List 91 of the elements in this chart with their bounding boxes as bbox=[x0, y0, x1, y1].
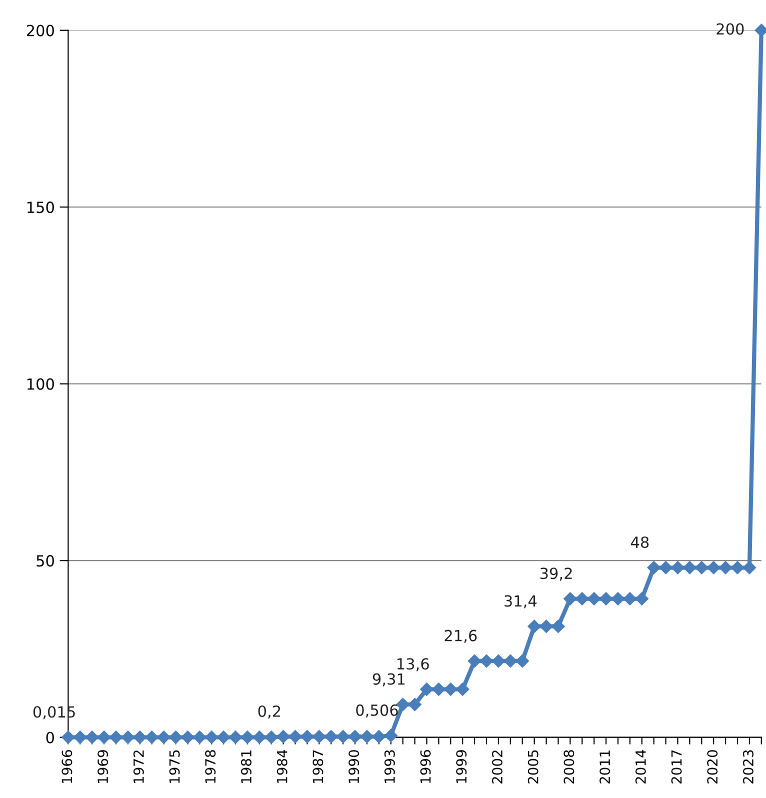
point bbox=[264, 730, 278, 744]
x-tick-label: 1996 bbox=[420, 750, 431, 783]
x-tick-label: 1999 bbox=[456, 750, 467, 783]
point bbox=[647, 561, 660, 574]
point bbox=[169, 730, 182, 744]
x-tick-label: 1990 bbox=[348, 750, 360, 783]
point bbox=[228, 730, 242, 744]
point bbox=[432, 682, 446, 696]
point bbox=[121, 730, 135, 744]
point bbox=[576, 592, 589, 606]
x-tick-label: 1975 bbox=[169, 750, 180, 783]
point bbox=[252, 730, 266, 744]
point bbox=[97, 730, 111, 744]
data-label: 39,2 bbox=[540, 568, 572, 581]
point bbox=[85, 730, 99, 744]
point bbox=[372, 730, 386, 744]
point bbox=[193, 730, 206, 744]
point bbox=[528, 620, 541, 633]
point bbox=[468, 654, 482, 668]
data-label: 0,506 bbox=[356, 704, 398, 718]
x-tick-label: 2020 bbox=[707, 750, 718, 784]
point bbox=[718, 561, 732, 574]
point bbox=[240, 730, 254, 744]
point bbox=[480, 654, 494, 668]
point bbox=[324, 730, 338, 744]
point bbox=[552, 620, 565, 633]
x-tick-label: 1987 bbox=[312, 750, 324, 783]
point bbox=[384, 728, 398, 742]
point bbox=[133, 730, 146, 744]
point bbox=[276, 730, 290, 744]
x-tick-label: 1984 bbox=[276, 750, 288, 783]
x-tick-label: 2014 bbox=[635, 750, 646, 784]
point bbox=[300, 730, 314, 744]
y-tick-label: 0 bbox=[46, 732, 54, 744]
point bbox=[671, 561, 684, 574]
point bbox=[492, 654, 506, 668]
data-label: 13,6 bbox=[398, 658, 429, 672]
point bbox=[623, 592, 637, 606]
x-tick-label: 1978 bbox=[205, 750, 216, 783]
point bbox=[635, 592, 648, 606]
point bbox=[456, 682, 470, 696]
point bbox=[730, 561, 744, 574]
x-tick-label: 1972 bbox=[133, 750, 144, 783]
point bbox=[516, 654, 529, 668]
point bbox=[109, 730, 123, 744]
x-tick-label: 2002 bbox=[492, 750, 502, 784]
y-tick-label: 200 bbox=[26, 24, 54, 36]
point bbox=[587, 592, 601, 606]
data-label: 48 bbox=[630, 536, 649, 548]
x-tick-label: 2008 bbox=[564, 750, 574, 784]
y-tick-label: 100 bbox=[27, 378, 54, 390]
point bbox=[540, 620, 553, 633]
data-label: 21,6 bbox=[444, 630, 477, 643]
point bbox=[181, 730, 194, 744]
point bbox=[336, 730, 350, 744]
point bbox=[205, 730, 218, 744]
x-tick-label: 2017 bbox=[671, 750, 682, 784]
point bbox=[360, 730, 374, 744]
point bbox=[504, 654, 517, 668]
x-tick-label: 1993 bbox=[384, 750, 395, 783]
point bbox=[288, 730, 302, 744]
point bbox=[659, 561, 672, 574]
data-label: 200 bbox=[716, 23, 744, 35]
y-tick-label: 50 bbox=[36, 555, 54, 567]
point bbox=[707, 561, 720, 574]
x-tick-label: 1966 bbox=[62, 750, 72, 783]
point bbox=[444, 682, 458, 696]
point bbox=[157, 730, 170, 744]
point bbox=[145, 730, 158, 744]
y-tick-label: 150 bbox=[27, 202, 54, 214]
point bbox=[408, 698, 422, 712]
data-label: 0,2 bbox=[258, 705, 280, 719]
point bbox=[599, 592, 613, 606]
point bbox=[683, 561, 696, 574]
x-tick-label: 2011 bbox=[600, 750, 610, 784]
point bbox=[348, 730, 362, 744]
data-label: 31,4 bbox=[504, 595, 537, 608]
point bbox=[396, 698, 410, 712]
point bbox=[74, 730, 87, 744]
x-tick-label: 1981 bbox=[240, 750, 252, 783]
point bbox=[420, 682, 434, 696]
point bbox=[312, 730, 326, 744]
point bbox=[742, 561, 756, 574]
point bbox=[695, 561, 708, 574]
point bbox=[216, 730, 230, 744]
x-tick-label: 1969 bbox=[98, 750, 108, 783]
point bbox=[611, 592, 625, 606]
point bbox=[564, 592, 577, 606]
x-tick-label: 2023 bbox=[742, 750, 754, 784]
data-label: 9,31 bbox=[372, 673, 405, 686]
x-tick-label: 2005 bbox=[528, 750, 538, 784]
